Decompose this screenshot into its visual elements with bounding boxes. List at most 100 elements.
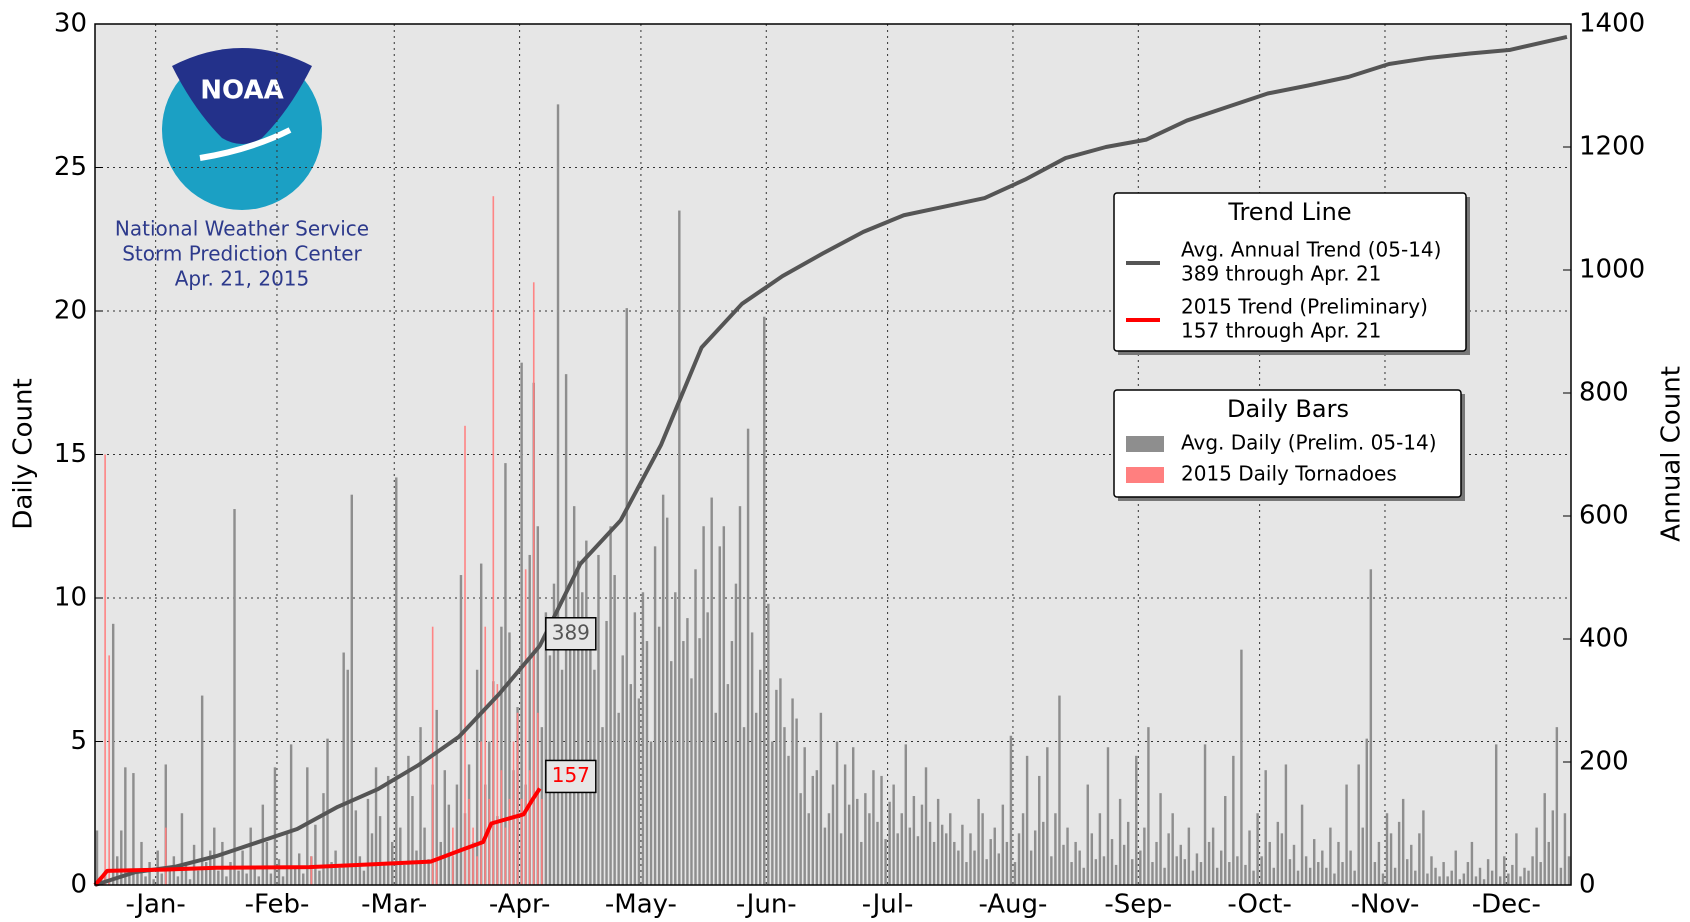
avg-daily-bar [1381,873,1385,885]
avg-daily-bar [1038,775,1041,885]
daily-2015-bar [492,196,495,885]
avg-daily-bar [884,839,887,885]
avg-daily-bar [815,770,819,885]
avg-daily-bar [637,698,641,885]
avg-daily-bar [896,833,899,885]
y-tick-label: 25 [54,152,87,182]
avg-daily-bar [763,316,766,885]
x-tick-label: -Aug- [978,890,1047,919]
avg-daily-bar [358,856,362,885]
x-tick-label: -May- [605,890,677,919]
x-tick-label: -Jan- [126,890,186,919]
avg-daily-bar [730,641,734,885]
avg-daily-bar [791,698,794,885]
avg-daily-bar [605,620,608,885]
y-tick-label: 15 [54,439,87,469]
daily-2015-bar [524,569,527,885]
legend-swatch [1126,436,1164,452]
legend-detail: 157 through Apr. 21 [1181,319,1381,343]
y2-tick-label: 600 [1579,501,1629,531]
avg-daily-bar [758,669,762,885]
avg-daily-bar [880,775,883,885]
avg-daily-bar [843,764,847,885]
avg-daily-bar [338,867,341,885]
avg-daily-bar [1135,755,1138,885]
avg-daily-bar [1567,856,1571,885]
avg-daily-bar [678,210,681,886]
x-tick-label: -Mar- [361,890,427,919]
avg-daily-bar [504,463,507,885]
avg-daily-bar [1240,649,1243,885]
avg-daily-bar [1029,850,1033,885]
daily-2015-bar [488,798,491,885]
avg-daily-bar [1126,821,1130,885]
avg-daily-bar [1066,827,1069,885]
avg-daily-bar [625,308,628,885]
avg-daily-bar [1369,569,1373,885]
avg-daily-bar [985,859,988,885]
avg-daily-bar [856,798,859,885]
avg-daily-bar [581,592,584,885]
avg-daily-bar [892,784,895,885]
avg-daily-bar [459,575,463,885]
avg-daily-bar [1438,876,1441,885]
avg-daily-bar [981,813,984,885]
avg-daily-bar [641,592,645,885]
avg-daily-bar [722,526,726,885]
avg-daily-bar [1414,870,1417,885]
avg-daily-bar [1219,850,1223,885]
avg-daily-bar [1078,850,1081,885]
avg-daily-bar [111,623,115,885]
avg-daily-bar [767,603,770,885]
avg-daily-bar [993,827,996,885]
avg-daily-bar [500,626,503,885]
avg-daily-bar [342,652,345,885]
avg-daily-bar [1389,833,1393,885]
avg-daily-bar [949,813,952,885]
avg-daily-bar [1090,833,1094,885]
avg-daily-bar [872,770,875,885]
avg-daily-bar [904,744,908,885]
legend-label: 2015 Trend (Preliminary) [1181,295,1428,319]
avg-daily-bar [690,678,693,885]
avg-daily-bar [508,632,511,885]
avg-daily-bar [439,841,442,885]
y2-tick-label: 1400 [1579,9,1645,39]
logo-text: NOAA [200,76,283,106]
avg-daily-bar [1454,850,1457,885]
trend-line [94,34,1568,887]
avg-daily-bar [1551,810,1555,885]
avg-daily-bar [1058,695,1061,885]
avg-daily-bar [698,638,701,885]
avg-daily-bar [928,821,932,885]
daily-2015-bar [310,856,313,885]
x-tick-label: -Nov- [1351,890,1420,919]
avg-daily-bar [1001,804,1005,885]
avg-daily-bar [1106,747,1110,885]
avg-daily-bar [200,695,204,885]
avg-daily-bar [613,575,616,885]
avg-daily-bar [827,813,831,885]
avg-daily-bar [989,839,992,885]
avg-daily-bar [1013,862,1017,885]
daily-2015-bar [476,856,478,885]
avg-daily-bar [443,770,447,885]
logo-line: Storm Prediction Center [122,242,362,266]
avg-daily-bar [912,796,916,885]
avg-daily-bar [1531,856,1534,885]
avg-daily-bar [1397,821,1401,885]
annotation-box [545,759,597,794]
avg-daily-bar [196,870,200,885]
avg-daily-bar [621,655,624,885]
avg-daily-bar [1418,833,1421,885]
avg-daily-bar [1082,867,1085,885]
daily-2015-bar [468,798,470,885]
avg-daily-bar [225,876,228,885]
avg-daily-bar [1523,867,1526,885]
avg-daily-bar [674,592,677,885]
daily-2015-bar [541,798,543,885]
avg-daily-bar [184,862,188,885]
avg-daily-bar [180,813,184,885]
logo-line: National Weather Service [115,217,369,241]
avg-daily-bar [936,798,940,885]
